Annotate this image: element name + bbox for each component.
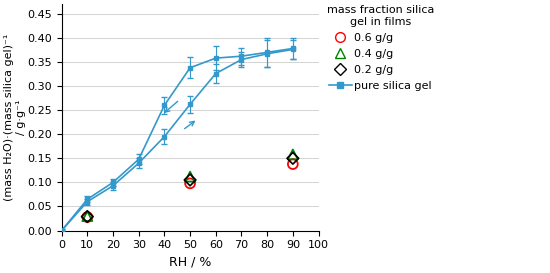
- Y-axis label: (mass H₂O)·(mass silica gel)⁻¹
/ g·g⁻¹: (mass H₂O)·(mass silica gel)⁻¹ / g·g⁻¹: [4, 34, 26, 201]
- Point: [83, 215, 92, 219]
- Point: [186, 174, 195, 179]
- Point: [186, 181, 195, 186]
- X-axis label: RH / %: RH / %: [169, 256, 211, 269]
- Point: [288, 156, 297, 161]
- Legend: 0.6 g/g, 0.4 g/g, 0.2 g/g, pure silica gel: 0.6 g/g, 0.4 g/g, 0.2 g/g, pure silica g…: [327, 5, 434, 91]
- Point: [288, 162, 297, 166]
- Point: [83, 214, 92, 218]
- Point: [186, 178, 195, 182]
- Point: [288, 152, 297, 157]
- Point: [83, 214, 92, 219]
